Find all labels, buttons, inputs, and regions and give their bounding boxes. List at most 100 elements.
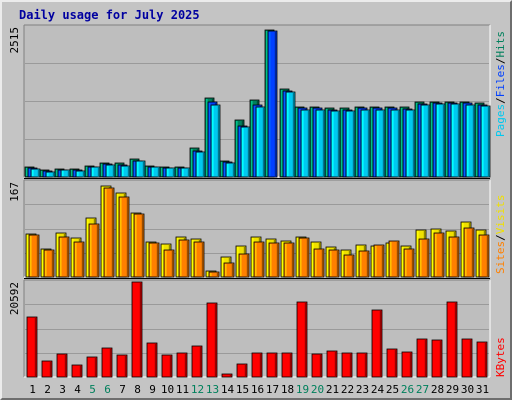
bar-kbytes-day-22	[341, 352, 353, 378]
bar-kbytes-day-23	[356, 352, 368, 378]
x-tick-label: 13	[206, 383, 219, 396]
bar-kbytes-day-25	[386, 348, 398, 378]
bar-sites-day-15	[238, 253, 250, 278]
legend-visits: Visits	[494, 195, 507, 235]
bar-pages-day-23	[360, 109, 371, 178]
chart-title: Daily usage for July 2025	[19, 8, 200, 22]
bar-pages-day-31	[480, 105, 491, 178]
bar-sites-day-21	[328, 249, 340, 278]
bar-pages-day-2	[45, 171, 56, 178]
bar-sites-day-12	[193, 241, 205, 278]
bar-kbytes-day-9	[146, 342, 158, 378]
bar-sites-day-3	[58, 236, 70, 278]
x-tick-label: 29	[446, 383, 459, 396]
bar-kbytes-day-13	[206, 302, 218, 378]
bar-kbytes-day-30	[461, 338, 473, 378]
x-tick-label: 4	[74, 383, 81, 396]
bar-pages-day-15	[240, 126, 251, 178]
bar-kbytes-day-28	[431, 339, 443, 378]
bar-kbytes-day-4	[71, 364, 83, 378]
bar-kbytes-day-10	[161, 354, 173, 378]
bar-pages-day-18	[285, 91, 296, 178]
x-tick-label: 7	[119, 383, 126, 396]
legend-kbytes: KBytes	[494, 337, 507, 377]
y-max-label: 167	[8, 182, 21, 202]
bar-sites-day-26	[403, 248, 415, 278]
legend-separator: /	[494, 58, 507, 65]
bar-kbytes-day-2	[41, 360, 53, 378]
bar-kbytes-day-19	[296, 301, 308, 378]
bar-pages-day-24	[375, 109, 386, 178]
legend-separator: /	[494, 97, 507, 104]
bar-kbytes-day-6	[101, 347, 113, 378]
x-tick-label: 2	[44, 383, 51, 396]
x-tick-label: 18	[281, 383, 294, 396]
x-tick-label: 15	[236, 383, 249, 396]
bar-kbytes-day-5	[86, 356, 98, 378]
bar-kbytes-day-16	[251, 352, 263, 378]
bar-sites-day-4	[73, 241, 85, 278]
bar-sites-day-14	[223, 262, 235, 278]
bar-kbytes-day-26	[401, 351, 413, 378]
bar-pages-day-14	[225, 162, 236, 178]
bar-sites-day-10	[163, 249, 175, 278]
legend-kbytes: KBytes	[494, 337, 507, 377]
bar-kbytes-day-24	[371, 309, 383, 378]
bar-pages-day-25	[390, 109, 401, 178]
x-tick-label: 1	[29, 383, 36, 396]
bar-pages-day-11	[180, 167, 191, 178]
x-tick-label: 3	[59, 383, 66, 396]
bar-sites-day-13	[208, 271, 220, 278]
x-tick-label: 14	[221, 383, 235, 396]
bar-kbytes-day-27	[416, 338, 428, 378]
bar-sites-day-7	[118, 196, 130, 278]
bar-kbytes-day-3	[56, 353, 68, 378]
x-tick-label: 25	[386, 383, 399, 396]
bar-pages-day-4	[75, 170, 86, 178]
x-tick-label: 17	[266, 383, 279, 396]
x-axis-labels: 1 2 3 4 5 6 7 8 9 10 11 12 13 14 15 16 17 18 19 20 21 22 23 24 2…	[29, 383, 489, 396]
legend-files: Files	[494, 64, 507, 97]
legend-sites: Sites	[494, 241, 507, 274]
bar-kbytes-day-1	[26, 316, 38, 378]
bar-pages-day-1	[30, 168, 41, 178]
legend-hits: Hits	[494, 31, 507, 58]
bar-kbytes-day-8	[131, 281, 143, 378]
bar-sites-day-25	[388, 240, 400, 278]
x-tick-label: 10	[161, 383, 174, 396]
bar-sites-day-31	[478, 234, 490, 278]
kbytes-panel: 20592	[8, 279, 491, 378]
bar-sites-day-22	[343, 254, 355, 278]
x-tick-label: 8	[134, 383, 141, 396]
hits-panel: 2515	[8, 24, 491, 179]
bar-sites-day-27	[418, 238, 430, 278]
x-tick-label: 5	[89, 383, 96, 396]
y-max-label: 20592	[8, 282, 21, 315]
legend-visits-sites: Sites/Visits	[494, 195, 507, 275]
legend-hits-files-pages: Pages/Files/Hits	[494, 31, 507, 137]
bar-pages-day-22	[345, 110, 356, 178]
bar-sites-day-9	[148, 242, 160, 278]
x-tick-label: 26	[401, 383, 414, 396]
bar-sites-day-24	[373, 244, 385, 278]
bar-kbytes-day-15	[236, 363, 248, 378]
bar-pages-day-9	[150, 166, 161, 178]
bar-sites-day-17	[268, 242, 280, 278]
bar-kbytes-day-14	[221, 373, 233, 378]
x-tick-label: 6	[104, 383, 111, 396]
x-tick-label: 23	[356, 383, 369, 396]
bar-kbytes-day-20	[311, 353, 323, 378]
bar-pages-day-10	[165, 167, 176, 178]
bar-pages-day-6	[105, 164, 116, 178]
bar-sites-day-30	[463, 227, 475, 278]
bar-pages-day-28	[435, 103, 446, 178]
bar-pages-day-3	[60, 169, 71, 178]
bar-pages-day-19	[300, 109, 311, 178]
bar-sites-day-1	[28, 234, 40, 278]
bar-pages-day-21	[330, 110, 341, 178]
bar-pages-day-8	[135, 160, 146, 178]
bar-kbytes-day-18	[281, 352, 293, 378]
x-tick-label: 11	[176, 383, 189, 396]
bar-pages-day-20	[315, 109, 326, 178]
x-tick-label: 30	[461, 383, 474, 396]
